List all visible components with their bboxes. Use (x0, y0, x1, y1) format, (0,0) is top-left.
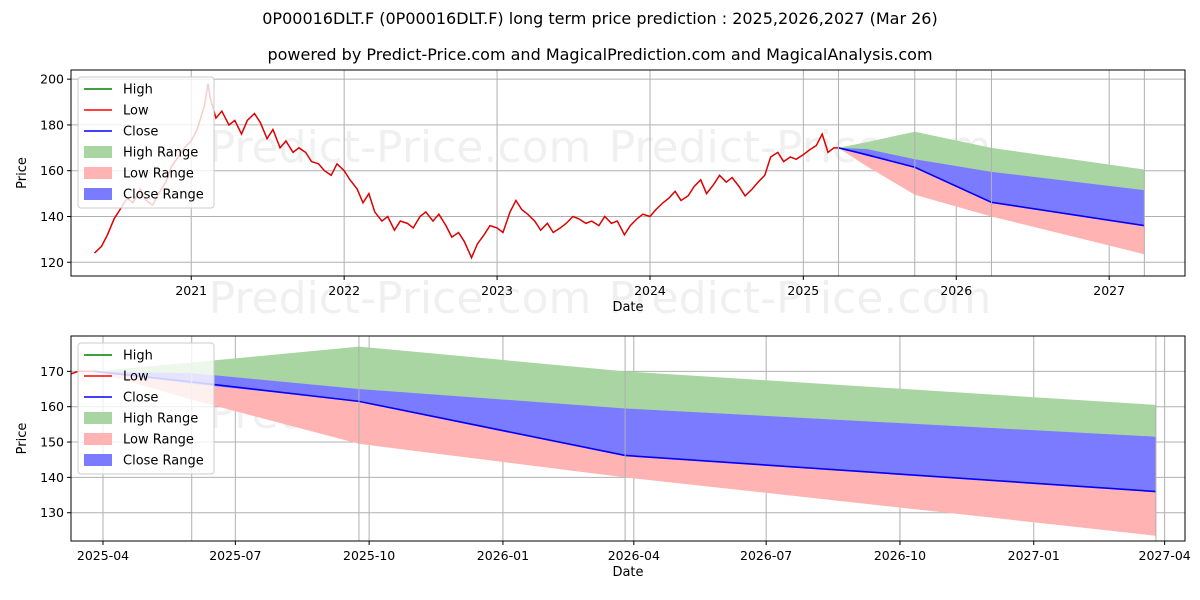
y-tick-label: 180 (40, 117, 64, 132)
x-axis-label: Date (612, 565, 643, 580)
legend-label: Close (123, 125, 158, 140)
legend-label: Close Range (123, 188, 204, 203)
x-tick-label: 2026-04 (608, 548, 660, 563)
legend-label: Low (123, 370, 149, 385)
y-tick-label: 130 (40, 505, 64, 520)
x-tick-label: 2025-04 (77, 548, 129, 563)
y-tick-label: 160 (40, 399, 64, 414)
legend-swatch-patch (84, 433, 112, 445)
y-tick-label: 200 (40, 72, 64, 87)
legend-label: Low (123, 104, 149, 119)
legend-label: Low Range (123, 433, 194, 448)
legend: High Low Close High Range Low Range Close Ran… (78, 343, 214, 474)
y-tick-label: 120 (40, 255, 64, 270)
plot-panel-2: Predict-Price.com Predict-Price.com 2025-0… (0, 272, 1191, 580)
watermark-text: Predict-Price.com (209, 273, 592, 324)
legend-swatch-patch (84, 454, 112, 466)
y-tick-label: 140 (40, 470, 64, 485)
legend-swatch-patch (84, 412, 112, 424)
y-axis-label: Price (15, 157, 30, 189)
x-tick-label: 2026-01 (477, 548, 529, 563)
y-tick-label: 160 (40, 163, 64, 178)
x-tick-label: 2025-07 (209, 548, 261, 563)
x-tick-label: 2025 (787, 283, 819, 298)
legend-swatch-patch (84, 188, 112, 200)
watermark-text: Predict-Price.com (209, 122, 592, 173)
x-tick-label: 2024 (634, 283, 666, 298)
legend-label: Low Range (123, 167, 194, 182)
legend-label: Close (123, 391, 158, 406)
legend-label: High (123, 83, 153, 98)
x-tick-label: 2025-10 (343, 548, 395, 563)
legend-swatch-patch (84, 146, 112, 158)
legend-label: Close Range (123, 454, 204, 469)
watermark-text: Predict-Price.com (609, 273, 992, 324)
x-tick-label: 2026-07 (740, 548, 792, 563)
y-tick-label: 150 (40, 435, 64, 450)
legend: High Low Close High Range Low Range Close Ran… (78, 77, 214, 208)
y-tick-label: 140 (40, 209, 64, 224)
legend-label: High Range (123, 412, 198, 427)
x-tick-label: 2023 (481, 283, 513, 298)
legend-swatch-patch (84, 167, 112, 179)
y-axis-label: Price (15, 423, 30, 455)
x-tick-label: 2027 (1093, 283, 1125, 298)
x-tick-label: 2022 (328, 283, 360, 298)
x-axis-label: Date (612, 300, 643, 315)
x-tick-label: 2027-01 (1008, 548, 1060, 563)
plot-panel-1: Predict-Price.com Predict-Price.com Predic… (15, 70, 1185, 324)
x-tick-label: 2021 (175, 283, 207, 298)
x-tick-label: 2026-10 (874, 548, 926, 563)
x-tick-label: 2027-04 (1139, 548, 1191, 563)
legend-label: High (123, 349, 153, 364)
x-tick-label: 2026 (940, 283, 972, 298)
y-tick-label: 170 (40, 364, 64, 379)
legend-label: High Range (123, 146, 198, 161)
